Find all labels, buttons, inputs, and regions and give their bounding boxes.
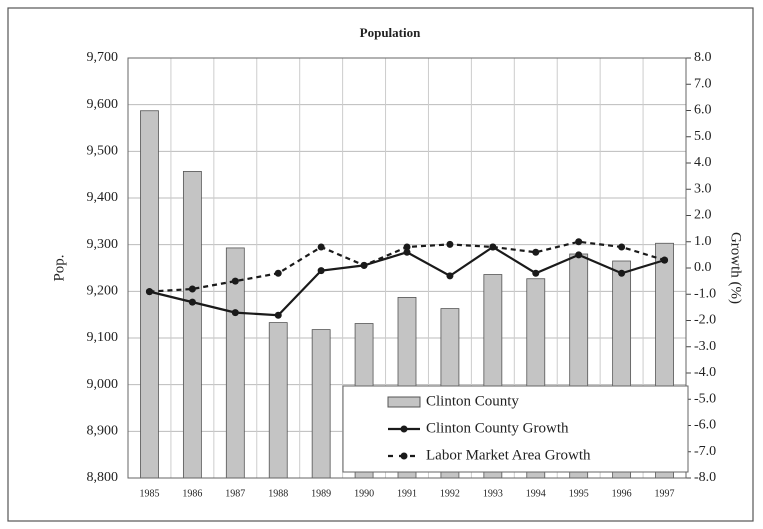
y2-tick-label: 2.0	[694, 208, 712, 223]
line-point	[317, 243, 325, 251]
bar	[182, 170, 202, 479]
line-point	[188, 285, 196, 293]
y-tick-label: 9,400	[87, 190, 119, 205]
y-tick-label: 9,500	[87, 144, 119, 159]
y-tick-label: 9,300	[87, 237, 119, 252]
line-point	[446, 240, 454, 248]
line-point	[145, 288, 153, 296]
y2-tick-label: 3.0	[694, 181, 712, 196]
x-tick-label: 1995	[569, 488, 589, 499]
line-point	[274, 269, 282, 277]
y-axis-label: Pop.	[51, 254, 67, 281]
line-point	[489, 243, 497, 251]
y-tick-label: 8,800	[87, 470, 119, 485]
chart-title: Population	[360, 25, 421, 40]
x-tick-label: 1985	[139, 488, 159, 499]
y-tick-label: 9,100	[87, 330, 119, 345]
bar	[311, 329, 331, 479]
y-tick-label: 9,000	[87, 377, 119, 392]
y2-tick-label: 8.0	[694, 50, 712, 65]
y2-tick-label: 6.0	[694, 103, 712, 118]
y2-tick-label: -6.0	[694, 418, 716, 433]
y2-tick-label: 5.0	[694, 129, 712, 144]
line-point	[188, 298, 196, 306]
y-tick-label: 9,700	[87, 50, 119, 65]
y2-tick-label: -4.0	[694, 365, 716, 380]
x-tick-label: 1992	[440, 488, 460, 499]
y2-axis-label: Growth (%)	[728, 232, 744, 304]
bar	[268, 322, 288, 479]
line-point	[575, 238, 583, 246]
y2-tick-label: 4.0	[694, 155, 712, 170]
x-tick-label: 1991	[397, 488, 417, 499]
line-point	[403, 248, 411, 256]
legend-label: Labor Market Area Growth	[426, 447, 591, 463]
y2-tick-label: -2.0	[694, 313, 716, 328]
y-tick-label: 8,900	[87, 424, 119, 439]
y2-tick-label: 1.0	[694, 234, 712, 249]
x-tick-label: 1990	[354, 488, 374, 499]
x-tick-label: 1993	[483, 488, 503, 499]
y2-tick-label: -5.0	[694, 391, 716, 406]
line-point	[446, 272, 454, 280]
y2-tick-label: -7.0	[694, 444, 716, 459]
line-point	[618, 269, 626, 277]
x-tick-label: 1988	[268, 488, 288, 499]
line-point	[661, 256, 669, 264]
line-point	[231, 309, 239, 317]
x-tick-label: 1997	[655, 488, 675, 499]
plot-frame	[127, 57, 687, 479]
y2-tick-label: -1.0	[694, 286, 716, 301]
y-tick-label: 9,200	[87, 284, 119, 299]
y-tick-label: 9,600	[87, 97, 119, 112]
x-tick-label: 1989	[311, 488, 331, 499]
x-tick-label: 1987	[225, 488, 245, 499]
legend: Clinton County Clinton County Growth Labor…	[342, 385, 689, 473]
x-tick-label: 1994	[526, 488, 546, 499]
line-point	[317, 267, 325, 275]
legend-label: Clinton County	[426, 393, 519, 409]
legend-marker	[400, 425, 408, 433]
y2-tick-label: -8.0	[694, 470, 716, 485]
y2-tick-label: 0.0	[694, 260, 712, 275]
legend-marker	[400, 452, 408, 460]
line-point	[403, 243, 411, 251]
legend-label: Clinton County Growth	[426, 420, 569, 436]
line-point	[618, 243, 626, 251]
legend-swatch	[387, 396, 421, 408]
x-tick-label: 1996	[612, 488, 632, 499]
line-point	[360, 261, 368, 269]
x-tick-label: 1986	[182, 488, 202, 499]
line-point	[274, 311, 282, 319]
line-point	[575, 251, 583, 259]
y2-tick-label: -3.0	[694, 339, 716, 354]
y2-tick-label: 7.0	[694, 76, 712, 91]
line-point	[532, 248, 540, 256]
line-point	[231, 277, 239, 285]
line-point	[532, 269, 540, 277]
